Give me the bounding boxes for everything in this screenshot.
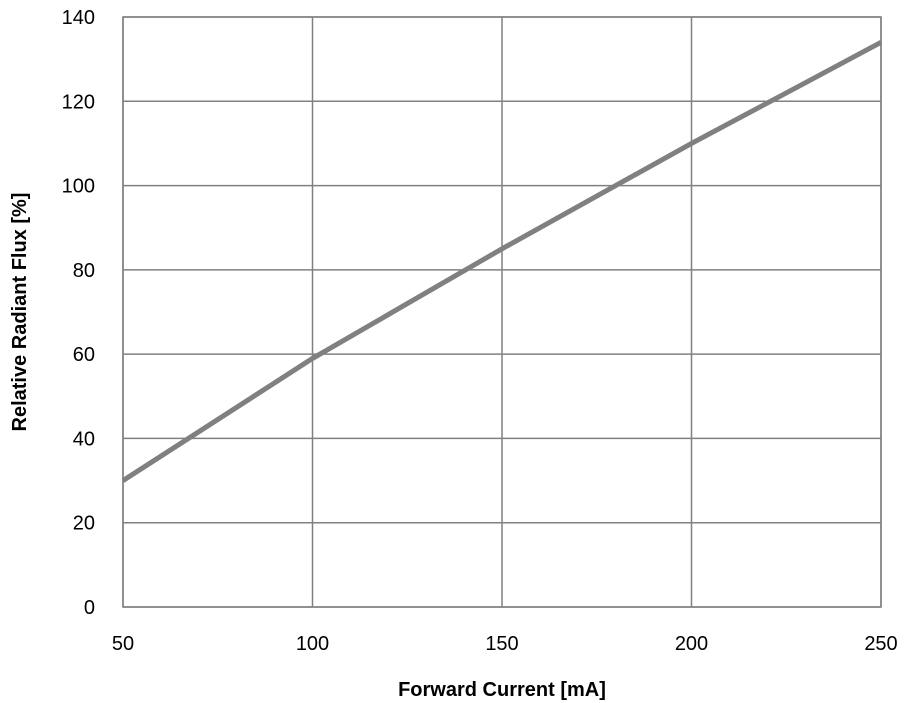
x-tick-label-4: 250 <box>864 633 897 655</box>
y-tick-label-6: 120 <box>62 91 95 113</box>
series-line-0 <box>121 40 883 483</box>
y-tick-label-0: 0 <box>84 597 95 619</box>
x-axis-tick-labels: 50 100 150 200 250 <box>112 633 898 655</box>
y-tick-label-2: 40 <box>73 428 95 450</box>
plot-area-border <box>122 16 882 608</box>
y-tick-label-3: 60 <box>73 344 95 366</box>
x-tick-label-1: 100 <box>296 633 329 655</box>
x-tick-label-3: 200 <box>675 633 708 655</box>
y-tick-label-1: 20 <box>73 513 95 535</box>
y-axis-title: Relative Radiant Flux [%] <box>9 193 31 432</box>
y-tick-label-4: 80 <box>73 260 95 282</box>
y-tick-label-7: 140 <box>62 7 95 29</box>
y-tick-label-5: 100 <box>62 176 95 198</box>
y-axis-tick-labels: 0 20 40 60 80 100 120 140 <box>62 7 95 619</box>
x-tick-label-2: 150 <box>485 633 518 655</box>
x-tick-label-0: 50 <box>112 633 134 655</box>
x-axis-title: Forward Current [mA] <box>398 679 606 701</box>
series-layer <box>121 40 883 483</box>
